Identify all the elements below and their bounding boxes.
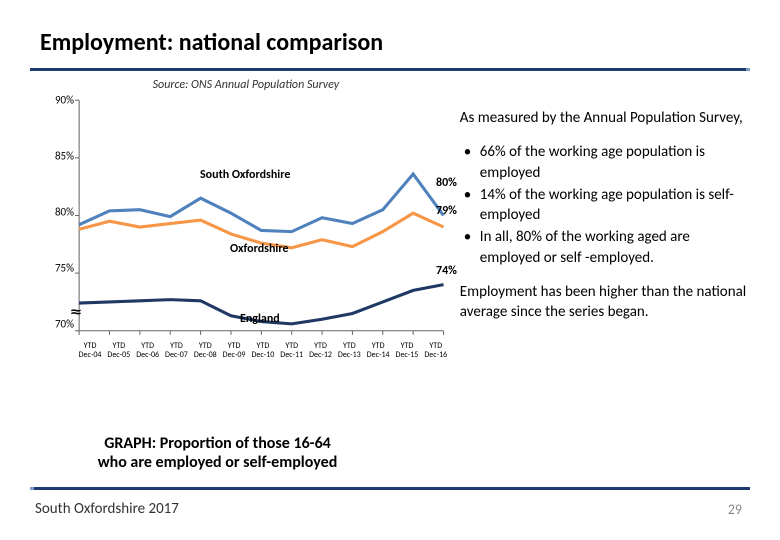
x-axis-label: YTDDec-13 xyxy=(337,342,361,360)
bullet-2: 14% of the working age population is sel… xyxy=(460,185,750,226)
x-axis-label: YTDDec-10 xyxy=(251,342,275,360)
x-axis-label: YTDDec-16 xyxy=(424,342,448,360)
para-2: Employment has been higher than the nati… xyxy=(460,282,750,323)
y-axis-label: 85% xyxy=(55,150,74,163)
chart-caption: GRAPH: Proportion of those 16-64 who are… xyxy=(55,434,380,472)
x-axis-label: YTDDec-05 xyxy=(107,342,131,360)
line-chart: 70%75%80%85%90% YTDDec-04YTDDec-05YTDDec… xyxy=(40,94,452,354)
x-axis-label: YTDDec-09 xyxy=(222,342,246,360)
bullet-1: 66% of the working age population is emp… xyxy=(460,142,750,183)
bottom-rule xyxy=(30,487,750,490)
x-axis-label: YTDDec-14 xyxy=(366,342,390,360)
content-area: Source: ONS Annual Population Survey 70%… xyxy=(40,78,750,480)
text-column: As measured by the Annual Population Sur… xyxy=(452,78,750,480)
series-label: Oxfordshire xyxy=(230,242,289,256)
x-axis-label: YTDDec-15 xyxy=(395,342,419,360)
series-label: England xyxy=(240,312,280,326)
axis-break-icon: ≈ xyxy=(70,303,82,322)
x-axis-label: YTDDec-04 xyxy=(78,342,102,360)
y-axis-label: 75% xyxy=(55,262,74,275)
chart-column: Source: ONS Annual Population Survey 70%… xyxy=(40,78,452,480)
x-axis-label: YTDDec-08 xyxy=(193,342,217,360)
bullet-3: In all, 80% of the working aged are empl… xyxy=(460,227,750,268)
x-axis-label: YTDDec-06 xyxy=(136,342,160,360)
x-axis-label: YTDDec-12 xyxy=(309,342,333,360)
x-axis-label: YTDDec-11 xyxy=(280,342,304,360)
intro-text: As measured by the Annual Population Sur… xyxy=(460,109,743,127)
series-end-label: 74% xyxy=(436,264,457,278)
page-number: 29 xyxy=(728,501,742,518)
chart-source: Source: ONS Annual Population Survey xyxy=(40,78,452,92)
title-rule xyxy=(30,68,750,71)
series-end-label: 79% xyxy=(436,204,457,218)
page-title: Employment: national comparison xyxy=(40,28,750,57)
y-axis-label: 90% xyxy=(55,94,74,107)
footer-text: South Oxfordshire 2017 xyxy=(35,500,179,518)
y-axis-label: 80% xyxy=(55,206,74,219)
series-end-label: 80% xyxy=(436,176,457,190)
x-axis-label: YTDDec-07 xyxy=(164,342,188,360)
series-label: South Oxfordshire xyxy=(200,168,290,182)
